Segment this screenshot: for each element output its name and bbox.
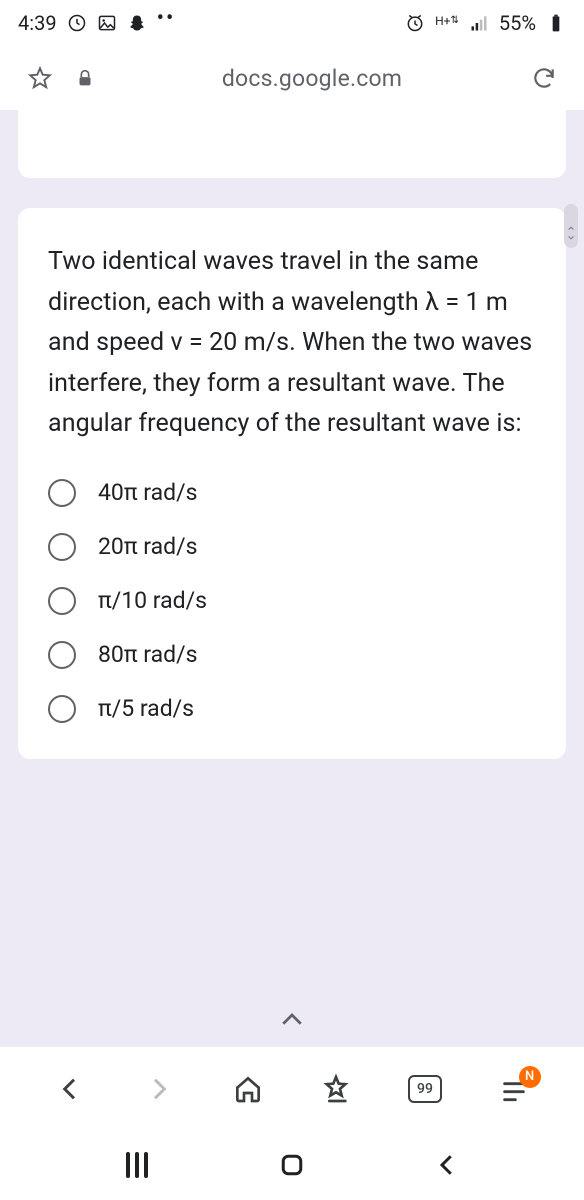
home-system-button[interactable] <box>274 1147 310 1183</box>
menu-badge: N <box>519 1066 541 1088</box>
whatsapp-icon <box>67 13 87 33</box>
battery-icon <box>546 13 566 33</box>
radio-icon[interactable] <box>48 695 76 723</box>
tabs-button[interactable]: 99 <box>404 1068 446 1110</box>
collapse-handle[interactable] <box>0 988 584 1046</box>
option-row[interactable]: π/10 rad/s <box>48 587 536 615</box>
scroll-indicator[interactable] <box>564 204 578 248</box>
chevron-down-icon <box>567 227 575 235</box>
page-viewport[interactable]: Two identical waves travel in the same d… <box>0 110 584 988</box>
option-row[interactable]: 40π rad/s <box>48 479 536 507</box>
radio-icon[interactable] <box>48 587 76 615</box>
chevron-up-icon <box>567 217 575 225</box>
option-label: π/10 rad/s <box>98 587 207 614</box>
question-text: Two identical waves travel in the same d… <box>48 242 536 445</box>
radio-icon[interactable] <box>48 533 76 561</box>
menu-button[interactable]: N <box>493 1068 535 1110</box>
options-group: 40π rad/s 20π rad/s π/10 rad/s 80π rad/s… <box>48 479 536 723</box>
back-button[interactable] <box>49 1068 91 1110</box>
system-nav-bar <box>0 1130 584 1200</box>
browser-toolbar: 99 N <box>0 1046 584 1130</box>
recents-button[interactable] <box>119 1147 155 1183</box>
signal-icon <box>469 13 489 33</box>
option-row[interactable]: π/5 rad/s <box>48 695 536 723</box>
home-button[interactable] <box>227 1068 269 1110</box>
previous-card-stub <box>18 110 566 178</box>
snapchat-icon <box>127 13 147 33</box>
alarm-icon <box>405 13 425 33</box>
bookmark-star-icon[interactable] <box>24 62 56 94</box>
battery-text: 55% <box>499 11 536 35</box>
bookmarks-button[interactable] <box>315 1068 357 1110</box>
question-card: Two identical waves travel in the same d… <box>18 208 566 759</box>
browser-url-bar: docs.google.com <box>0 46 584 110</box>
option-label: 40π rad/s <box>98 479 197 506</box>
lock-icon <box>74 62 96 94</box>
radio-icon[interactable] <box>48 479 76 507</box>
option-row[interactable]: 80π rad/s <box>48 641 536 669</box>
option-label: 80π rad/s <box>98 641 197 668</box>
gallery-icon <box>97 13 117 33</box>
url-text[interactable]: docs.google.com <box>114 65 510 92</box>
radio-icon[interactable] <box>48 641 76 669</box>
tab-count: 99 <box>408 1075 442 1103</box>
option-row[interactable]: 20π rad/s <box>48 533 536 561</box>
clock: 4:39 <box>18 11 57 35</box>
option-label: 20π rad/s <box>98 533 197 560</box>
status-bar: 4:39 •• H+⇅ 55% <box>0 0 584 46</box>
reload-icon[interactable] <box>528 62 560 94</box>
more-notifications-icon: •• <box>157 8 176 30</box>
forward-button[interactable] <box>138 1068 180 1110</box>
data-type-label: H+⇅ <box>435 15 459 27</box>
option-label: π/5 rad/s <box>98 695 194 722</box>
back-system-button[interactable] <box>429 1147 465 1183</box>
